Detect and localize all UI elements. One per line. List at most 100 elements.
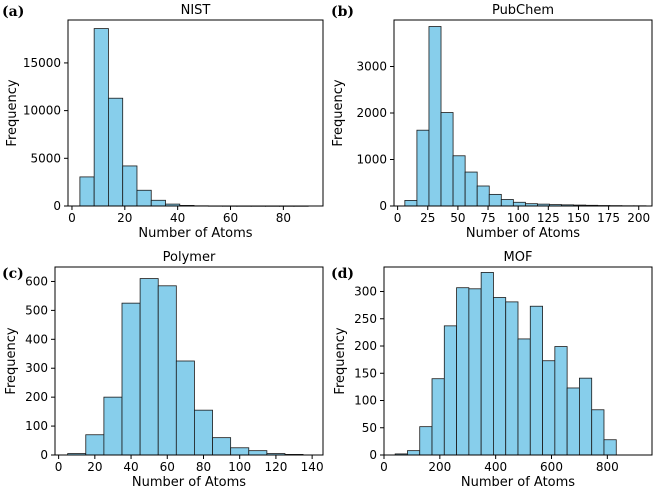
histogram-bar: [554, 346, 568, 456]
histogram-bar: [464, 171, 478, 207]
histogram-bar: [103, 396, 123, 456]
x-tick-label: 125: [537, 211, 560, 225]
x-tick-label: 20: [87, 460, 102, 474]
chart-mof: 0 200 400 600 800 0 50 100 150 200 250 300 MOF Number…: [333, 250, 653, 490]
y-tick-label: 500: [25, 303, 48, 317]
histogram-bar: [566, 387, 580, 456]
x-tick-label: 0: [55, 460, 63, 474]
histogram-bar: [517, 338, 531, 456]
histogram-bar: [431, 378, 445, 456]
x-tick-label: 0: [394, 211, 402, 225]
histogram-bar: [150, 199, 166, 207]
x-tick-label: 100: [507, 211, 530, 225]
x-tick-label: 200: [428, 460, 451, 474]
x-tick-label: 80: [196, 460, 211, 474]
histogram-bar: [139, 278, 159, 456]
y-tick-label: 15000: [23, 56, 61, 70]
chart-title: MOF: [504, 250, 533, 265]
y-tick-label: 600: [25, 274, 48, 288]
histogram-bar: [79, 176, 95, 207]
histogram-bar: [488, 193, 502, 207]
x-tick-label: 150: [567, 211, 590, 225]
x-tick-label: 60: [223, 211, 238, 225]
histogram-bar: [529, 305, 543, 456]
x-axis-label: Number of Atoms: [132, 475, 246, 490]
chart-pubchem: 0 25 50 75 100 125 150 175 2000100020003000PubCh…: [331, 3, 653, 241]
panel-letter-c: (c): [2, 266, 24, 282]
x-tick-label: 800: [596, 460, 619, 474]
histogram-bar: [493, 297, 507, 456]
panel-letter-a: (a): [2, 4, 24, 20]
panel-letter-d: (d): [331, 266, 354, 282]
y-tick-label: 50: [362, 421, 377, 435]
histogram-bar: [121, 302, 141, 456]
histogram-bar: [93, 28, 109, 207]
histogram-bar: [443, 325, 457, 456]
y-tick-label: 150: [354, 366, 377, 380]
histogram-bar: [230, 447, 250, 456]
x-tick-label: 75: [480, 211, 495, 225]
x-tick-label: 40: [170, 211, 185, 225]
y-tick-label: 100: [354, 394, 377, 408]
histogram-bar: [512, 201, 526, 207]
x-axis-label: Number of Atoms: [461, 475, 575, 490]
y-tick-label: 300: [25, 361, 48, 375]
x-tick-label: 120: [264, 460, 287, 474]
histogram-bar: [579, 377, 593, 456]
chart-title: PubChem: [492, 3, 554, 18]
histogram-bar: [468, 288, 482, 456]
y-axis-label: Frequency: [331, 79, 346, 146]
histogram-bar: [542, 360, 556, 456]
y-tick-label: 400: [25, 332, 48, 346]
chart-title: NIST: [181, 3, 211, 18]
x-tick-label: 0: [68, 211, 76, 225]
plot-frame: [54, 266, 324, 456]
chart-title: Polymer: [163, 250, 216, 265]
histogram-bar: [194, 409, 213, 456]
y-tick-label: 100: [25, 419, 48, 433]
histogram-bar: [122, 165, 138, 207]
x-tick-label: 80: [276, 211, 291, 225]
x-tick-label: 20: [117, 211, 132, 225]
x-tick-label: 50: [450, 211, 465, 225]
histogram-bar: [452, 155, 466, 207]
x-tick-label: 140: [301, 460, 324, 474]
x-axis-label: Number of Atoms: [138, 226, 252, 241]
x-axis-label: Number of Atoms: [466, 226, 580, 241]
x-tick-label: 60: [160, 460, 175, 474]
y-tick-label: 1000: [356, 153, 387, 167]
histogram-bar: [480, 272, 494, 456]
x-tick-label: 400: [484, 460, 507, 474]
histogram-bar: [108, 97, 124, 207]
panel-a: (a) 0 20 40 60 80 0 5000 10000 15000 NIST Number o…: [2, 3, 324, 241]
histogram-bar: [212, 437, 232, 456]
histogram-bar: [476, 185, 490, 207]
histogram-bar: [428, 26, 442, 207]
y-tick-label: 250: [354, 312, 377, 326]
histogram-bar: [419, 426, 433, 456]
y-tick-label: 0: [53, 199, 61, 213]
histogram-bar: [407, 450, 421, 456]
x-tick-label: 25: [420, 211, 435, 225]
panel-b: (b) 0 25 50 75 100 125 150 175 2000100020003000P…: [331, 3, 653, 241]
histogram-bar: [175, 360, 195, 456]
chart-polymer: 0 20 40 60 80 100 120 140 0 100 200 300 400 500 600 Pol…: [4, 250, 324, 490]
histogram-bar: [136, 189, 152, 207]
histogram-bar: [591, 409, 605, 456]
histogram-bar: [157, 285, 177, 456]
y-axis-label: Frequency: [5, 79, 20, 146]
y-tick-label: 300: [354, 285, 377, 299]
x-tick-label: 40: [123, 460, 138, 474]
histogram-bar: [500, 199, 514, 207]
x-tick-label: 600: [540, 460, 563, 474]
panel-c: (c) 0 20 40 60 80 100 120 140 0 100 200 300 400 500 60…: [2, 250, 324, 490]
chart-nist: 0 20 40 60 80 0 5000 10000 15000 NIST Number of At…: [5, 3, 324, 241]
histogram-bar: [416, 129, 430, 207]
y-tick-label: 3000: [356, 60, 387, 74]
histogram-bar: [85, 434, 105, 456]
histogram-bar: [456, 287, 470, 456]
y-tick-label: 200: [354, 339, 377, 353]
x-tick-label: 100: [228, 460, 251, 474]
histogram-bar: [603, 439, 617, 456]
